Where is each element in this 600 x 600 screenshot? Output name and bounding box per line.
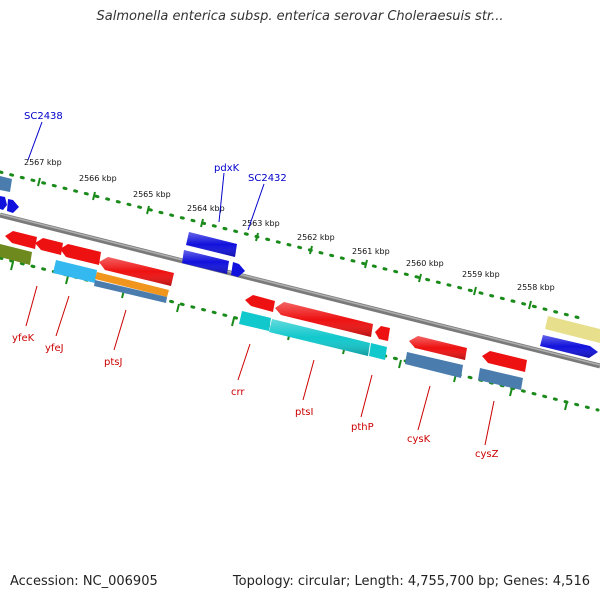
ruler-label: 2563 kbp [242,219,280,228]
gene-label-cysk[interactable]: cysK [407,434,431,445]
gene-label-sc2438[interactable]: SC2438 [24,111,63,122]
ruler-label: 2558 kbp [517,283,555,292]
gene-feature[interactable] [0,196,7,210]
leader-line [302,359,315,401]
gene-label-sc2432[interactable]: SC2432 [248,173,287,184]
ruler-tick [200,218,204,228]
ruler-tick [309,245,313,255]
ruler-tick [231,317,235,327]
gene-feature[interactable] [53,260,97,283]
gene-feature-shade [275,302,373,337]
gene-feature-shade [182,250,229,274]
ruler-tick [65,275,69,285]
forward-gene-labels: SC2438 pdxK SC2432 [24,111,287,184]
gene-feature[interactable] [94,280,167,303]
leader-line [27,121,43,161]
outer-ruler-ticks [37,177,532,310]
map-title: Salmonella enterica subsp. enterica sero… [96,9,504,24]
gene-label-ptsi[interactable]: ptsI [295,407,313,418]
ruler-tick [92,191,96,201]
ruler-tick [255,232,259,242]
gene-feature[interactable] [482,351,527,372]
gene-label-pdxk[interactable]: pdxK [214,163,240,174]
gene-label-yfej[interactable]: yfeJ [45,343,64,354]
gene-feature-shade [540,335,598,358]
ruler-tick [37,177,41,187]
gene-label-crr[interactable]: crr [231,387,245,398]
gene-feature[interactable] [405,352,463,378]
gene-feature[interactable] [7,199,19,213]
reverse-gene-labels: yfeK yfeJ ptsJ crr ptsI pthP cysK cysZ [12,333,499,460]
forward-strand-genes [0,176,600,358]
gene-feature[interactable] [545,316,600,343]
ruler-tick [509,387,513,397]
topology-text: Topology: circular; Length: 4,755,700 bp… [232,574,590,589]
ruler-label: 2564 kbp [187,204,225,213]
genome-backbone-highlight [0,213,600,366]
gene-label-pthp[interactable]: pthP [351,422,374,433]
ruler-tick [528,300,532,310]
gene-feature[interactable] [375,326,390,341]
reverse-strand-genes [0,231,527,390]
leader-line [484,400,495,446]
ruler-tick [398,359,402,369]
ruler-tick [146,205,150,215]
leader-line [417,385,431,431]
leader-line [218,172,225,223]
gene-feature-shade [99,257,174,286]
outer-ruler-line [0,170,582,320]
gene-feature[interactable] [231,262,245,277]
ruler-tick [364,259,368,269]
gene-feature[interactable] [245,295,275,312]
ruler-label: 2561 kbp [352,247,390,256]
leader-line [247,183,265,231]
ruler-labels: 2567 kbp 2566 kbp 2565 kbp 2564 kbp 2563… [24,158,555,292]
gene-feature-shade [186,232,237,257]
gene-feature[interactable] [0,176,12,192]
accession-text: Accession: NC_006905 [10,574,158,589]
gene-feature[interactable] [95,272,169,297]
gene-feature[interactable] [0,244,32,265]
ruler-label: 2565 kbp [133,190,171,199]
gene-feature[interactable] [35,238,63,255]
leader-line [55,295,70,337]
ruler-label: 2567 kbp [24,158,62,167]
ruler-label: 2566 kbp [79,174,117,183]
leader-line [237,343,251,381]
gene-label-ptsj[interactable]: ptsJ [104,357,122,368]
gene-label-yfek[interactable]: yfeK [12,333,35,344]
ruler-tick [10,261,14,271]
gene-feature[interactable] [60,244,101,265]
ruler-tick [418,273,422,283]
genome-backbone [0,212,600,369]
gene-feature-shade [409,336,467,360]
ruler-label: 2560 kbp [406,259,444,268]
ruler-tick [473,286,477,296]
gene-label-cysz[interactable]: cysZ [475,449,499,460]
leader-line [25,285,38,327]
gene-feature[interactable] [369,343,387,360]
label-leader-lines [25,121,495,446]
gene-feature-shade [269,319,370,356]
ruler-tick [564,401,568,411]
gene-feature[interactable] [239,311,271,331]
gene-feature[interactable] [5,231,37,249]
ruler-label: 2559 kbp [462,270,500,279]
leader-line [360,374,373,418]
gene-feature[interactable] [478,368,523,390]
leader-line [113,309,127,351]
ruler-tick [176,303,180,313]
ruler-label: 2562 kbp [297,233,335,242]
